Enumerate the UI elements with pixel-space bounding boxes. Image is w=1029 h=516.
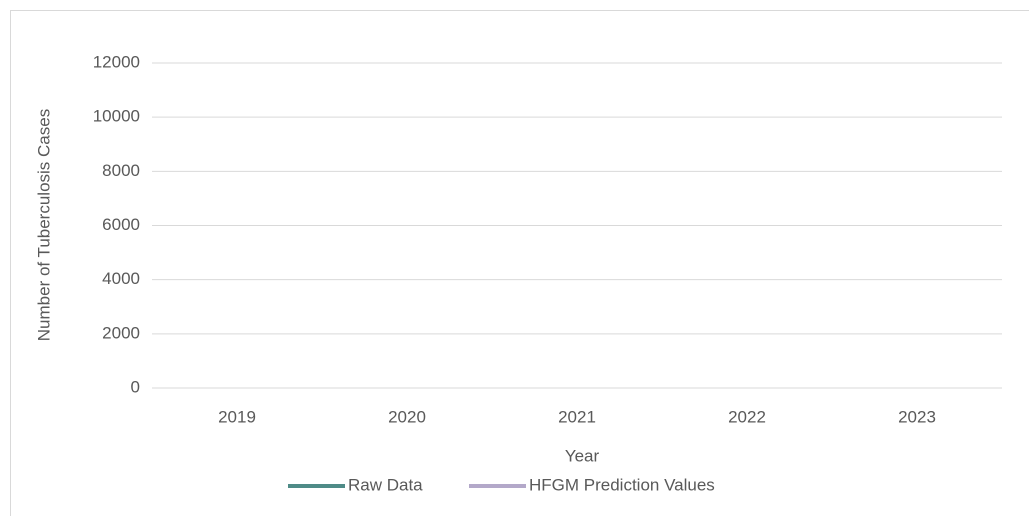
legend-label: Raw Data	[348, 475, 423, 494]
y-tick-label: 8000	[102, 161, 140, 180]
x-tick-label: 2020	[388, 407, 426, 426]
y-tick-label: 0	[131, 377, 140, 396]
y-tick-label: 4000	[102, 269, 140, 288]
x-axis-title: Year	[565, 446, 600, 465]
legend-label: HFGM Prediction Values	[529, 475, 715, 494]
chart-border	[10, 10, 1029, 516]
y-tick-label: 10000	[93, 107, 140, 126]
y-tick-label: 6000	[102, 215, 140, 234]
x-tick-label: 2023	[898, 407, 936, 426]
y-axis-title: Number of Tuberculosis Cases	[34, 109, 53, 341]
x-tick-label: 2019	[218, 407, 256, 426]
y-tick-label: 2000	[102, 323, 140, 342]
y-tick-label: 12000	[93, 52, 140, 71]
x-tick-label: 2021	[558, 407, 596, 426]
x-tick-label: 2022	[728, 407, 766, 426]
